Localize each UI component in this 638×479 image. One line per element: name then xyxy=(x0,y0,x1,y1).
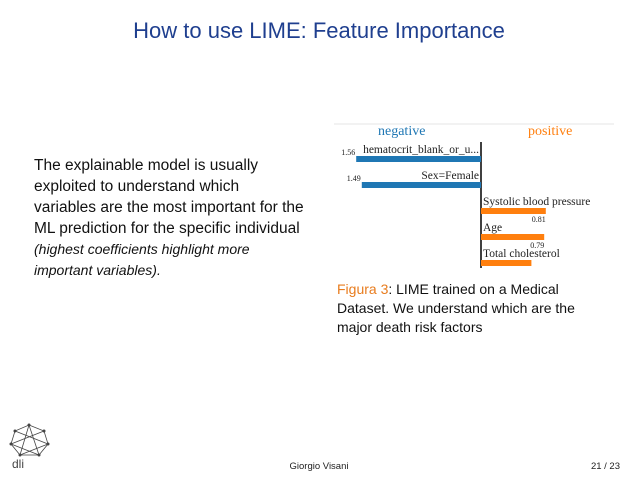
bar-category-label: Systolic blood pressure xyxy=(483,196,590,208)
logo-text: dli xyxy=(12,457,24,470)
bar xyxy=(356,156,481,162)
bar-value-label: 1.56 xyxy=(341,148,355,157)
bar-category-label: hematocrit_blank_or_u... xyxy=(363,144,479,156)
bar-value-label: 0.63 xyxy=(517,267,531,268)
caption-text: : LIME trained on a Medical Dataset. We … xyxy=(337,281,575,335)
bar xyxy=(361,182,481,188)
footer-page-number: 21 / 23 xyxy=(590,461,620,472)
lime-chart-svg: negative positive hematocrit_blank_or_u.… xyxy=(334,123,614,276)
bar-category-label: Age xyxy=(483,222,502,234)
lime-chart: negative positive hematocrit_blank_or_u.… xyxy=(334,118,614,276)
bar xyxy=(481,234,545,240)
bar-value-label: 1.49 xyxy=(347,174,361,183)
footer-author: Giorgio Visani xyxy=(289,461,349,472)
legend-positive: positive xyxy=(528,124,572,139)
body-main-text: The explainable model is usually exploit… xyxy=(34,157,304,237)
bar-value-label: 0.79 xyxy=(530,241,544,250)
body-note-text: (highest coefficients highlight more imp… xyxy=(34,241,250,278)
bar xyxy=(481,208,546,214)
bar-category-label: Total cholesterol xyxy=(483,248,560,260)
bar-category-label: Sex=Female xyxy=(421,170,479,182)
body-text: The explainable model is usually exploit… xyxy=(34,155,304,281)
slide-title: How to use LIME: Feature Importance xyxy=(133,18,505,43)
caption-label: Figura 3 xyxy=(337,281,389,297)
legend-negative: negative xyxy=(378,124,425,139)
bar-value-label: 0.81 xyxy=(532,215,546,224)
figure-caption: Figura 3: LIME trained on a Medical Data… xyxy=(337,280,612,337)
dli-logo: dli xyxy=(9,423,50,470)
bar xyxy=(481,260,532,266)
